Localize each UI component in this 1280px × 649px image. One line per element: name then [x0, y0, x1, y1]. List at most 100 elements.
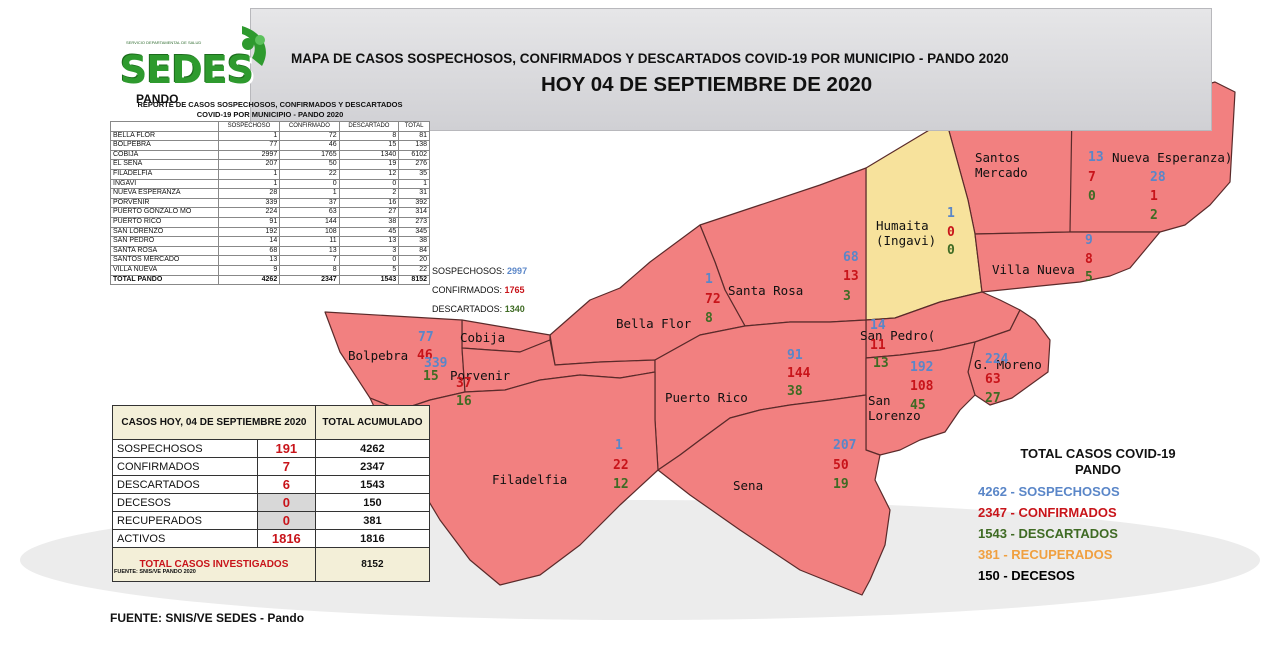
logo-sub: PANDO	[136, 92, 179, 106]
municipio-confirmados-nueva-esperanza: 1	[1150, 189, 1158, 204]
logo-brand: SEDES	[120, 48, 254, 92]
report-cell: 7	[279, 255, 340, 266]
legend-label: - CONFIRMADOS	[1010, 505, 1117, 520]
municipio-name-cobija: Cobija	[460, 330, 506, 345]
municipio-confirmados-filadelfia: 22	[613, 458, 629, 473]
municipio-descartados-porvenir: 16	[456, 394, 472, 409]
report-row: BOLPEBRA 77 46 15 138	[110, 140, 430, 151]
municipio-confirmados-bella-flor: 72	[705, 292, 721, 307]
report-cell: 22	[279, 168, 340, 180]
report-row: SAN LORENZO 192 108 45 345	[110, 226, 430, 238]
report-cell: 91	[217, 216, 281, 228]
report-row: BELLA FLOR 1 72 8 81	[110, 130, 430, 142]
report-cell: BOLPEBRA	[110, 140, 219, 151]
report-cell: SANTA ROSA	[110, 245, 219, 257]
municipio-sospechosos-humaita-ingavi: 1	[947, 206, 955, 221]
report-cell: 1	[217, 168, 281, 180]
today-header-daily: CASOS HOY, 04 DE SEPTIEMBRE 2020	[112, 405, 316, 440]
report-cell: 8	[279, 264, 340, 276]
report-cell: 16	[338, 197, 400, 209]
report-cell: 5	[338, 264, 400, 276]
report-cell: 15	[338, 140, 400, 151]
report-cell: 38	[398, 236, 430, 247]
municipio-name-santa-rosa: Santa Rosa	[728, 283, 804, 298]
legend-item: 381 - RECUPERADOS	[978, 544, 1218, 565]
report-cell: 6102	[398, 149, 430, 161]
report-cell: VILLA NUEVA	[110, 264, 219, 276]
report-cell: 68	[217, 245, 281, 257]
report-cell: 1	[217, 178, 281, 190]
report-row: SANTA ROSA 68 13 3 84	[110, 245, 430, 257]
municipio-sospechosos-cobija: 77	[418, 330, 434, 345]
report-cell: 38	[338, 216, 400, 228]
report-cell: 13	[279, 245, 340, 257]
report-cell: 1765	[279, 149, 340, 161]
region-g-moreno[interactable]	[967, 309, 1051, 406]
report-cell: PUERTO RICO	[110, 216, 219, 228]
today-cell: 191	[256, 439, 316, 458]
municipio-sospechosos-santos-mercado: 13	[1088, 150, 1104, 165]
report-row: INGAVI 1 0 0 1	[110, 178, 430, 190]
legend-value: 2347	[978, 505, 1011, 520]
municipio-name-bella-flor: Bella Flor	[616, 316, 692, 331]
report-cell: 1	[398, 178, 430, 190]
today-cell: ACTIVOS	[112, 529, 258, 548]
municipio-descartados-santos-mercado: 0	[1088, 189, 1096, 204]
report-cell: 2347	[279, 274, 340, 286]
today-cell: RECUPERADOS	[112, 511, 258, 530]
today-cell: 381	[314, 511, 431, 530]
report-cell: 144	[279, 216, 340, 228]
today-cell: DECESOS	[112, 493, 258, 512]
report-cell: 11	[279, 236, 340, 247]
report-cell: 224	[217, 207, 281, 218]
report-cell: 81	[398, 130, 430, 142]
legend-value: 150	[978, 568, 1004, 583]
report-row: PUERTO RICO 91 144 38 273	[110, 216, 430, 228]
report-cell: 273	[398, 216, 430, 228]
report-cell: 45	[338, 226, 400, 238]
report-cell: 13	[217, 255, 281, 266]
today-cell: 0	[256, 511, 316, 530]
municipio-descartados-puerto-rico: 38	[787, 384, 803, 399]
report-cell: PORVENIR	[110, 197, 219, 209]
report-cell: 37	[279, 197, 340, 209]
date-title: HOY 04 DE SEPTIEMBRE DE 2020	[541, 73, 873, 96]
legend-value: 4262	[978, 484, 1011, 499]
region-filadelfia[interactable]	[369, 371, 659, 586]
report-title: REPORTE DE CASOS SOSPECHOSOS, CONFIRMADO…	[110, 100, 430, 120]
sedes-logo: SERVICIO DEPARTAMENTAL DE SALUD SEDES PA…	[112, 18, 272, 106]
cobija-sosp-value: 2997	[507, 266, 528, 276]
report-cell: EL SENA	[110, 159, 219, 170]
municipio-sospechosos-san-lorenzo: 192	[910, 360, 934, 375]
today-cell: SOSPECHOSOS	[112, 439, 258, 458]
report-row: SAN PEDRO 14 11 13 38	[110, 236, 430, 247]
report-total-row: TOTAL PANDO 4262 2347 1543 8152	[110, 274, 430, 286]
report-cell: FILADELFIA	[110, 168, 219, 180]
municipio-descartados-san-lorenzo: 45	[910, 398, 926, 413]
report-cell: 138	[398, 140, 430, 151]
report-table: SOSPECHOSO CONFIRMADO DESCARTADO TOTAL BELL…	[110, 121, 430, 286]
report-cell: 2	[338, 188, 400, 199]
municipio-descartados-villa-nueva: 5	[1085, 270, 1093, 285]
municipio-name-san-lorenzo: San Lorenzo	[868, 393, 921, 423]
region-sena[interactable]	[657, 394, 891, 596]
report-cell: 8152	[398, 274, 430, 286]
municipio-confirmados-santa-rosa: 13	[843, 269, 859, 284]
municipio-descartados-sena: 19	[833, 477, 849, 492]
report-cell: 0	[338, 178, 400, 190]
report-cell: 4262	[217, 274, 281, 286]
report-cell: 22	[398, 264, 430, 276]
report-cell: 3	[338, 245, 400, 257]
report-cell: SAN PEDRO	[110, 236, 219, 247]
today-total-value: 8152	[314, 547, 431, 582]
municipio-confirmados-sena: 50	[833, 458, 849, 473]
report-row: VILLA NUEVA 9 8 5 22	[110, 264, 430, 276]
municipio-confirmados-humaita-ingavi: 0	[947, 225, 955, 240]
region-villa-nueva[interactable]	[974, 231, 1161, 293]
municipio-name-humaita-ingavi: Humaita (Ingavi)	[876, 218, 937, 248]
report-cell: BELLA FLOR	[110, 130, 219, 142]
municipio-sospechosos-puerto-rico: 91	[787, 348, 803, 363]
municipio-sospechosos-g-moreno: 224	[985, 352, 1009, 367]
municipio-sospechosos-san-pedro: 14	[870, 318, 886, 333]
municipio-sospechosos-porvenir: 339	[424, 356, 448, 371]
